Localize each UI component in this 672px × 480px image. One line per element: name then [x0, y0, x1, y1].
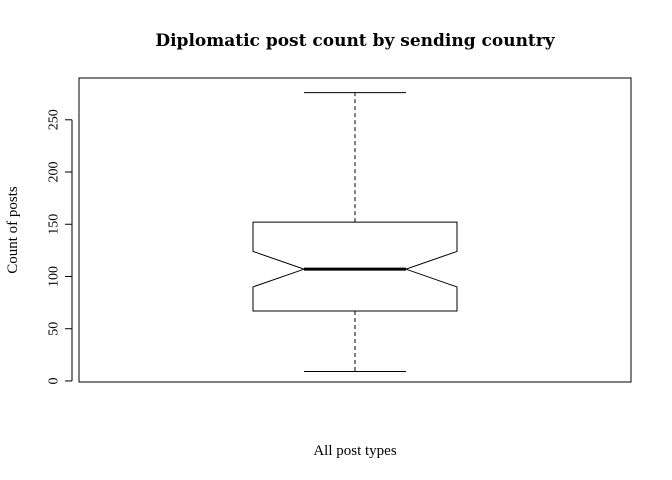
notched-box	[252, 221, 458, 312]
boxplot	[252, 92, 458, 373]
y-axis-label: Count of posts	[5, 186, 21, 274]
y-tick-label: 50	[47, 322, 62, 336]
plot-frame	[78, 77, 632, 383]
y-tick-label: 150	[47, 214, 62, 235]
y-tick-label: 250	[47, 109, 62, 130]
y-tick-label: 100	[47, 266, 62, 287]
chart-title: Diplomatic post count by sending country	[155, 31, 555, 51]
y-axis: 0 50 100 150 200 250	[47, 109, 73, 384]
x-axis-label: All post types	[313, 443, 396, 459]
y-tick-label: 0	[47, 377, 62, 384]
y-tick-label: 200	[47, 162, 62, 183]
